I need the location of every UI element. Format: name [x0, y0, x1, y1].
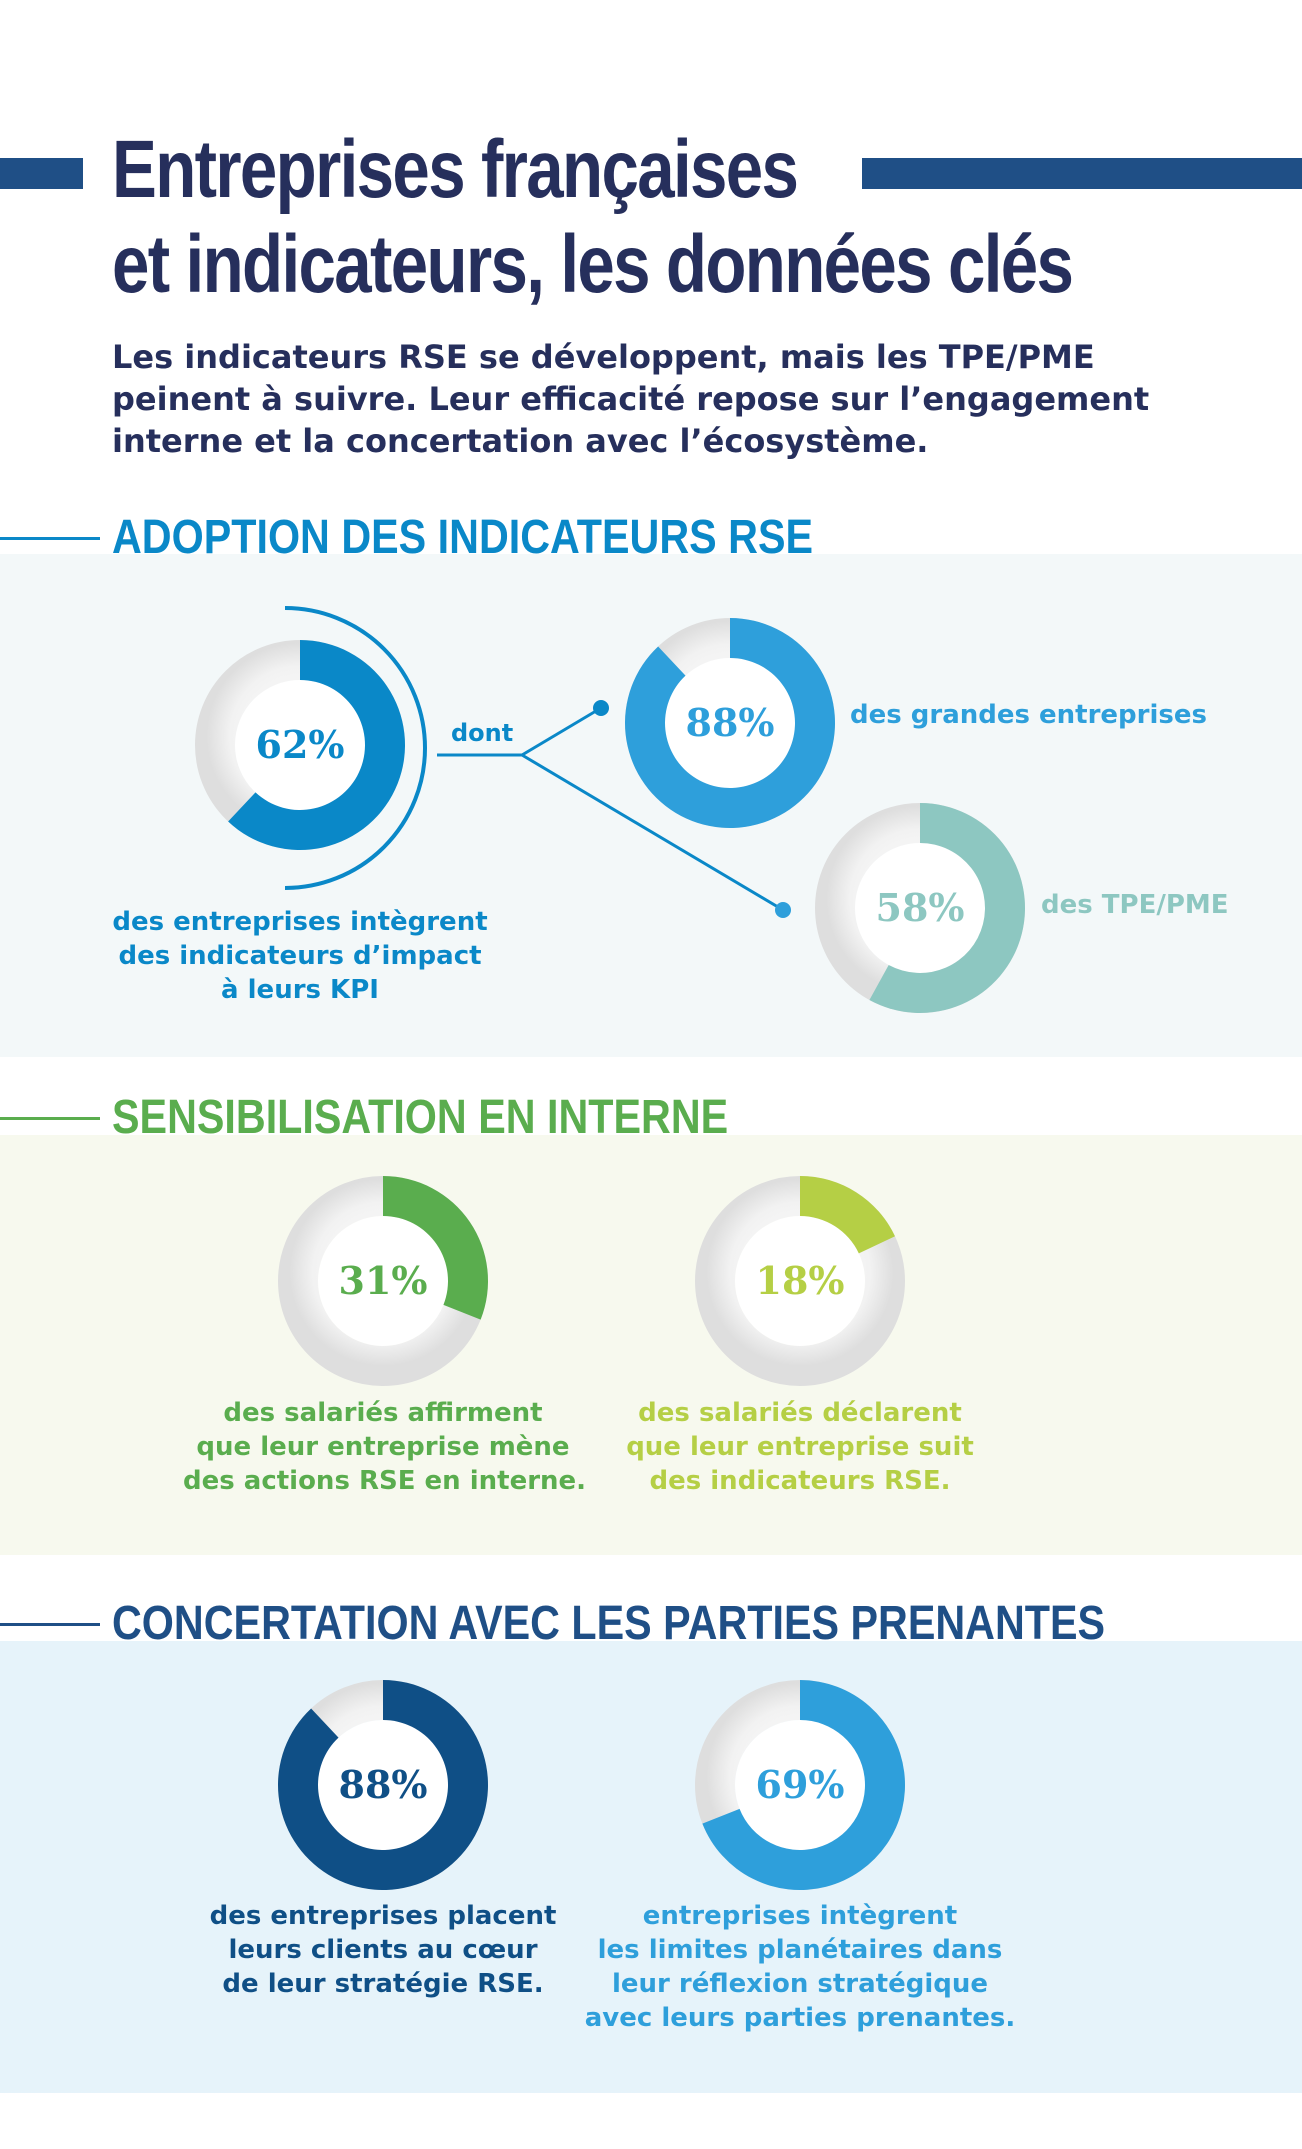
- internal-band: [0, 1135, 1302, 1555]
- internal-actions-caption: des salariés affirment que leur entrepri…: [183, 1396, 587, 1498]
- internal-right-line-1: des salariés déclarent: [638, 1398, 962, 1428]
- subtitle-line-2: peinent à suivre. Leur efficacité repose…: [112, 380, 1150, 418]
- subtitle-line-1: Les indicateurs RSE se développent, mais…: [112, 338, 1095, 376]
- stakeholders-right-line-4: avec leurs parties prenantes.: [584, 2003, 1016, 2033]
- stakeholders-right-line-3: leur réflexion stratégique: [611, 1969, 988, 1999]
- stakeholders-left-line-3: de leur stratégie RSE.: [222, 1969, 544, 1999]
- stakeholders-left-line-2: leurs clients au cœur: [228, 1935, 538, 1965]
- connector-label: dont: [451, 719, 514, 747]
- internal-indicators-caption: des salariés déclarent que leur entrepri…: [600, 1396, 1000, 1498]
- adoption-caption-line-2: des indicateurs d’impact: [118, 941, 482, 971]
- internal-right-line-2: que leur entreprise suit: [626, 1432, 974, 1462]
- page-subtitle: Les indicateurs RSE se développent, mais…: [112, 336, 1212, 462]
- planetary-limits-caption: entreprises intègrent les limites planét…: [580, 1899, 1020, 2035]
- internal-left-line-2: que leur entreprise mène: [196, 1432, 570, 1462]
- adoption-section-title: ADOPTION DES INDICATEURS RSE: [112, 511, 814, 564]
- internal-right-line-3: des indicateurs RSE.: [649, 1466, 951, 1496]
- title-bar-right: [862, 158, 1302, 189]
- internal-left-line-3: des actions RSE en interne.: [183, 1466, 587, 1496]
- title-bar-left: [0, 158, 83, 189]
- large-companies-label: des grandes entreprises: [850, 700, 1207, 730]
- adoption-caption-line-3: à leurs KPI: [221, 975, 379, 1005]
- page-title: Entreprises françaises et indicateurs, l…: [112, 122, 1074, 312]
- clients-core-caption: des entreprises placent leurs clients au…: [183, 1899, 583, 2001]
- internal-section-title: SENSIBILISATION EN INTERNE: [112, 1091, 729, 1144]
- stakeholders-band: [0, 1641, 1302, 2093]
- internal-left-line-1: des salariés affirment: [223, 1398, 543, 1428]
- internal-title-rule: [0, 1117, 100, 1120]
- stakeholders-left-line-1: des entreprises placent: [209, 1901, 557, 1931]
- sme-label: des TPE/PME: [1041, 890, 1229, 920]
- stakeholders-right-line-1: entreprises intègrent: [642, 1901, 958, 1931]
- title-line-2: et indicateurs, les données clés: [112, 219, 1074, 310]
- adoption-title-rule: [0, 537, 100, 540]
- stakeholders-section-title: CONCERTATION AVEC LES PARTIES PRENANTES: [112, 1597, 1106, 1650]
- adoption-caption-line-1: des entreprises intègrent: [112, 907, 488, 937]
- title-line-1: Entreprises françaises: [112, 124, 799, 215]
- subtitle-line-3: interne et la concertation avec l’écosys…: [112, 422, 929, 460]
- adoption-main-caption: des entreprises intègrent des indicateur…: [100, 905, 500, 1007]
- stakeholders-right-line-2: les limites planétaires dans: [597, 1935, 1003, 1965]
- stakeholders-title-rule: [0, 1623, 100, 1626]
